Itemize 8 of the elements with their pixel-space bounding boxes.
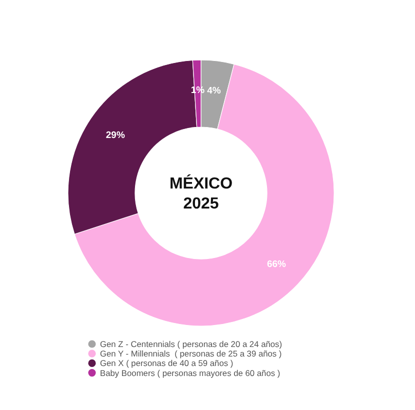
data-label: 29%	[106, 130, 126, 142]
legend-label: Gen Z - Centennials ( personas de 20 a 24 años)	[100, 338, 282, 349]
legend-label: Baby Boomers ( personas mayores de 60 años )	[100, 368, 280, 378]
legend-label: Gen X ( personas de 40 a 59 años )	[100, 358, 234, 368]
data-label: 4%	[207, 86, 222, 97]
data-label: 66%	[266, 259, 287, 270]
text: MÉXICO 2025	[169, 174, 233, 213]
legend-label: Gen Y - Millennials ( personas de 25 a 39 años )	[100, 348, 282, 359]
